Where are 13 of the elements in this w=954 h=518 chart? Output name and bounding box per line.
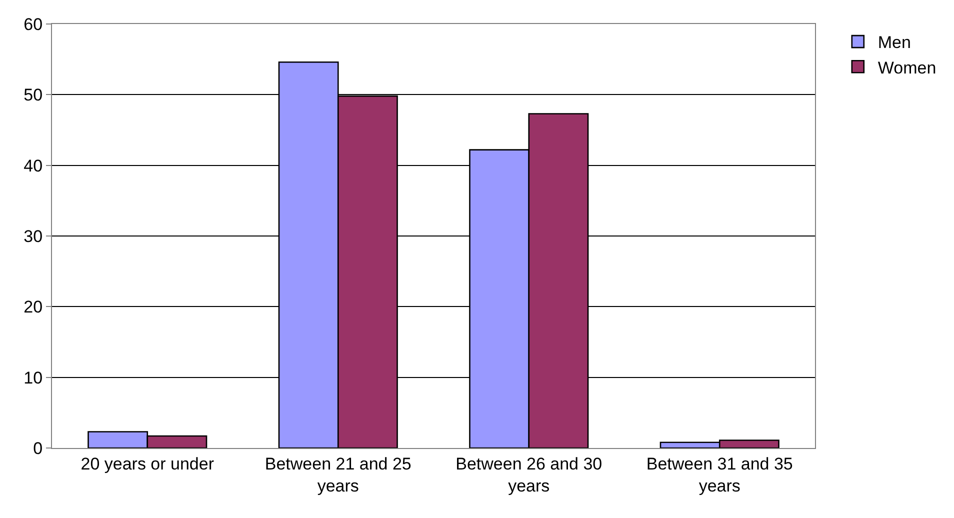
y-tick-label: 10 <box>24 368 43 388</box>
legend-label: Women <box>878 58 936 78</box>
legend-label: Men <box>878 33 911 52</box>
y-tick-label: 60 <box>24 14 43 34</box>
y-tick-label: 50 <box>24 86 43 105</box>
x-tick-label: Between 21 and 25 years <box>264 454 412 496</box>
y-tick-label: 40 <box>24 156 43 176</box>
x-tick-label: Between 26 and 30 years <box>456 454 602 496</box>
y-tick-label: 30 <box>24 226 43 246</box>
x-tick-label: 20 years or under <box>80 454 214 474</box>
x-tick-label: Between 31 and 35 years <box>646 454 793 496</box>
y-tick-label: 0 <box>33 438 43 458</box>
y-tick-label: 20 <box>24 298 43 317</box>
